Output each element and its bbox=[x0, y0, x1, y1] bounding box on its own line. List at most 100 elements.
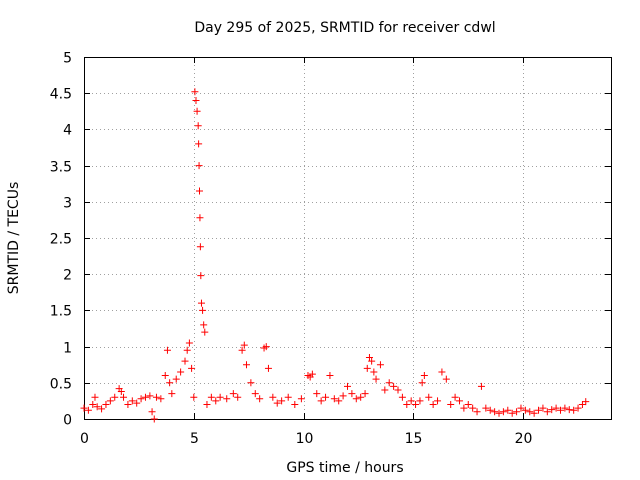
data-point bbox=[172, 375, 180, 383]
data-point bbox=[326, 372, 334, 380]
data-point bbox=[570, 406, 578, 414]
data-point bbox=[98, 405, 106, 413]
data-point bbox=[194, 122, 202, 130]
data-point bbox=[183, 346, 191, 354]
data-point bbox=[238, 346, 246, 354]
data-point bbox=[195, 140, 203, 148]
data-point bbox=[148, 408, 156, 416]
x-tick-label: 15 bbox=[405, 431, 423, 447]
data-point bbox=[216, 393, 224, 401]
y-tick-label: 4.5 bbox=[50, 87, 72, 103]
data-point bbox=[420, 372, 428, 380]
data-point bbox=[508, 409, 516, 417]
data-point bbox=[133, 399, 141, 407]
data-point bbox=[368, 357, 376, 365]
data-point bbox=[526, 408, 534, 416]
data-point bbox=[416, 397, 424, 405]
y-tick-label: 4 bbox=[63, 123, 72, 139]
data-point bbox=[247, 379, 255, 387]
data-point bbox=[181, 357, 189, 365]
data-point bbox=[190, 393, 198, 401]
data-point bbox=[242, 361, 250, 369]
y-tick-label: 3.5 bbox=[50, 160, 72, 176]
data-point bbox=[499, 408, 507, 416]
data-point bbox=[473, 408, 481, 416]
data-point bbox=[91, 393, 99, 401]
data-point bbox=[398, 393, 406, 401]
data-point bbox=[106, 397, 114, 405]
series-srmtid bbox=[80, 88, 590, 423]
data-point bbox=[582, 398, 590, 406]
gridlines bbox=[84, 57, 611, 419]
data-point bbox=[352, 395, 360, 403]
data-point bbox=[197, 272, 205, 280]
data-point bbox=[513, 408, 521, 416]
data-point bbox=[330, 395, 338, 403]
data-point bbox=[188, 364, 196, 372]
y-tick-label: 5 bbox=[63, 51, 72, 67]
data-point bbox=[372, 375, 380, 383]
data-point bbox=[191, 88, 199, 96]
data-point bbox=[574, 404, 582, 412]
data-point bbox=[530, 409, 538, 417]
data-point bbox=[565, 406, 573, 414]
data-point bbox=[451, 393, 459, 401]
data-point bbox=[491, 408, 499, 416]
chart-title: Day 295 of 2025, SRMTID for receiver cdw… bbox=[194, 20, 495, 36]
y-tick-label: 0 bbox=[63, 413, 72, 429]
data-point bbox=[80, 404, 88, 412]
data-point bbox=[460, 404, 468, 412]
data-point bbox=[517, 404, 525, 412]
data-point bbox=[335, 397, 343, 405]
x-tick-label: 0 bbox=[80, 431, 89, 447]
data-point bbox=[363, 364, 371, 372]
data-point bbox=[137, 395, 145, 403]
data-point bbox=[251, 390, 259, 398]
data-point bbox=[84, 406, 92, 414]
data-point bbox=[89, 401, 97, 409]
data-point bbox=[163, 346, 171, 354]
data-point bbox=[425, 393, 433, 401]
data-point bbox=[284, 393, 292, 401]
y-tick-label: 1 bbox=[63, 341, 72, 357]
data-point bbox=[434, 397, 442, 405]
data-point bbox=[168, 390, 176, 398]
data-point bbox=[240, 341, 248, 349]
data-point bbox=[141, 393, 149, 401]
data-point bbox=[166, 379, 174, 387]
data-point bbox=[429, 401, 437, 409]
data-point bbox=[185, 339, 193, 347]
data-point bbox=[455, 397, 463, 405]
y-axis-title: SRMTID / TECUs bbox=[6, 182, 22, 295]
data-point bbox=[390, 382, 398, 390]
data-point bbox=[357, 393, 365, 401]
data-point bbox=[403, 401, 411, 409]
data-point bbox=[117, 387, 125, 395]
data-point bbox=[150, 415, 158, 423]
data-point bbox=[535, 406, 543, 414]
data-point bbox=[195, 162, 203, 170]
data-point bbox=[229, 390, 237, 398]
data-point bbox=[128, 397, 136, 405]
data-point bbox=[201, 328, 209, 336]
y-tick-label: 1.5 bbox=[50, 304, 72, 320]
data-point bbox=[102, 401, 110, 409]
data-point bbox=[193, 107, 201, 115]
data-point bbox=[269, 393, 277, 401]
data-point bbox=[124, 401, 132, 409]
data-point bbox=[313, 390, 321, 398]
data-point bbox=[93, 403, 101, 411]
data-point bbox=[442, 375, 450, 383]
x-tick-label: 20 bbox=[515, 431, 533, 447]
data-point bbox=[578, 401, 586, 409]
data-point bbox=[556, 406, 564, 414]
data-point bbox=[376, 361, 384, 369]
data-point bbox=[203, 401, 211, 409]
data-point bbox=[200, 321, 208, 329]
data-point bbox=[394, 386, 402, 394]
data-point bbox=[339, 392, 347, 400]
data-point bbox=[552, 404, 560, 412]
y-tick-label: 0.5 bbox=[50, 377, 72, 393]
data-point bbox=[385, 379, 393, 387]
x-tick-label: 5 bbox=[190, 431, 199, 447]
